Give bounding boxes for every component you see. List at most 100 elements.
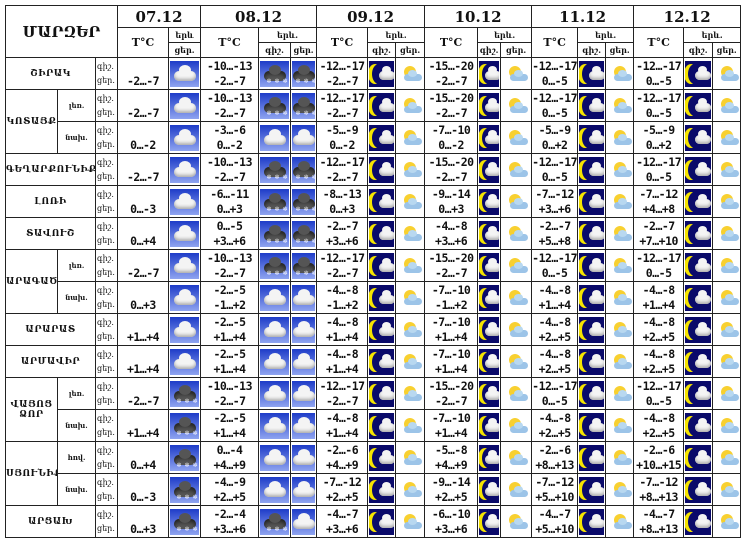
cloud-icon (260, 412, 290, 439)
time-labels: գիշ. ցեր. (94, 473, 119, 506)
sun-cloud-icon (397, 316, 424, 343)
night-temp: -2…-6 (642, 442, 676, 457)
day-temp: -2…-7 (326, 105, 359, 120)
icon-cell (683, 217, 714, 250)
night-temp: -2…-6 (538, 442, 572, 457)
icon-cell (500, 153, 533, 186)
temperature-cell: -12…-17 0…-5 (633, 249, 685, 282)
moon-cloud-icon (685, 412, 712, 439)
day-temp: +2…+5 (538, 425, 572, 440)
day-temp: -2…-7 (126, 169, 160, 184)
icon-cell (683, 409, 714, 442)
icon-cell (500, 409, 533, 442)
icon-cell: ✲✲✲ (290, 153, 318, 186)
day-temp: 0…-5 (541, 73, 568, 88)
night-label: գիշ. (97, 445, 114, 455)
date-header: 11.12 (531, 5, 635, 28)
night-temp (119, 443, 168, 458)
moon-cloud-icon (579, 60, 605, 87)
night-temp: -2…-6 (326, 442, 359, 457)
icon-cell (367, 217, 397, 250)
sun-cloud-icon (502, 188, 531, 215)
sun-cloud-icon (714, 476, 740, 503)
snow-cloud-icon: ✲✲✲ (170, 412, 200, 439)
moon-cloud-icon (369, 220, 395, 247)
icon-cell (258, 313, 292, 346)
icon-cell (477, 377, 502, 410)
table-row: նախ. գիշ. ցեր. 0…-3 ✲✲✲ -4…-9 +2…+5 -7…-12 +2…+… (6, 473, 742, 506)
night-temp: -9…-14 (431, 474, 471, 489)
temperature-cell: 0…-4 +4…+9 (200, 441, 260, 474)
day-label: ցեր. (97, 203, 115, 213)
icon-cell (683, 345, 714, 378)
icon-cell (683, 121, 714, 154)
night-temp: -4…-9 (213, 474, 246, 489)
moon-cloud-icon (479, 348, 500, 375)
icon-cell (477, 281, 502, 314)
temperature-cell: -12…-17 -2…-7 (316, 153, 369, 186)
night-label: գիշ. (97, 93, 114, 103)
icon-cell (477, 249, 502, 282)
temperature-cell: 0…+4 (117, 441, 170, 474)
day-temp: -2…-7 (126, 265, 160, 280)
day-temp: -1…+2 (213, 297, 246, 312)
icon-cell (605, 377, 635, 410)
sun-cloud-icon (714, 156, 740, 183)
day-temp: +2…+5 (642, 425, 676, 440)
day-temp: +8…+13 (535, 457, 574, 472)
night-temp: -2…-5 (213, 346, 246, 361)
day-temp: 0…+3 (216, 201, 243, 216)
moon-cloud-icon (579, 444, 605, 471)
day-label: ցեր. (97, 235, 115, 245)
night-temp: -4…-8 (326, 346, 359, 361)
table-row: նախ. գիշ. ցեր. 0…+3 -2…-5 -1…+2 -4…-8 -1…+2 -7…… (6, 281, 742, 314)
day-temp: 0…+3 (329, 201, 355, 216)
moon-cloud-icon (479, 156, 500, 183)
icon-cell (477, 409, 502, 442)
sun-cloud-icon (502, 412, 531, 439)
sun-cloud-icon (714, 220, 740, 247)
sun-cloud-icon (502, 124, 531, 151)
yerevan-header: երև. (258, 27, 318, 43)
yerevan-header: երև. (367, 27, 426, 43)
icon-cell (168, 249, 202, 282)
table-row: նախ. գիշ. ցեր. +1…+4 ✲✲✲ -2…-5 +1…+4 -4…-8 +1…+… (6, 409, 742, 442)
time-labels: գիշ. ցեր. (94, 185, 119, 218)
icon-cell (500, 441, 533, 474)
day-temp: -2…-7 (435, 265, 468, 280)
temperature-cell: 0…+3 (117, 281, 170, 314)
sun-cloud-icon (714, 92, 740, 119)
temperature-cell: -2…-7 (117, 249, 170, 282)
icon-cell: ✲✲✲ (258, 217, 292, 250)
region-name: ՏԱՎՈՒՇ (5, 217, 96, 250)
night-header: գիշ. (683, 42, 714, 58)
night-label: գիշ. (97, 285, 114, 295)
region-name: ԱՐՄԱՎԻՐ (5, 345, 96, 378)
night-temp: -15…-20 (428, 378, 474, 393)
region-name: ՍՅՈՒՆԻՔ (5, 441, 58, 506)
sun-cloud-icon (502, 252, 531, 279)
moon-cloud-icon (369, 124, 395, 151)
day-temp: +5…+10 (535, 521, 574, 536)
icon-cell (500, 121, 533, 154)
night-temp: -12…-17 (319, 378, 365, 393)
temperature-cell: -2…-7 +7…+10 (633, 217, 685, 250)
icon-cell (477, 473, 502, 506)
daytime-header: ցեր. (500, 42, 533, 58)
night-temp: -10…-13 (207, 250, 253, 265)
temperature-cell: -10…-13 -2…-7 (200, 153, 260, 186)
night-temp: 0…-5 (216, 218, 243, 233)
icon-cell (367, 441, 397, 474)
temperature-cell: -4…-8 +2…+5 (633, 345, 685, 378)
sun-cloud-icon (397, 156, 424, 183)
sun-cloud-icon (397, 444, 424, 471)
night-temp: -15…-20 (428, 90, 474, 105)
sun-cloud-icon (397, 60, 424, 87)
sun-cloud-icon (607, 92, 633, 119)
temperature-cell: 0…+3 (117, 505, 170, 538)
day-temp: +3…+6 (326, 521, 359, 536)
temperature-cell: -2…-7 (117, 89, 170, 122)
sun-cloud-icon (502, 380, 531, 407)
moon-cloud-icon (579, 476, 605, 503)
temperature-cell: -7…-10 -1…+2 (424, 281, 479, 314)
